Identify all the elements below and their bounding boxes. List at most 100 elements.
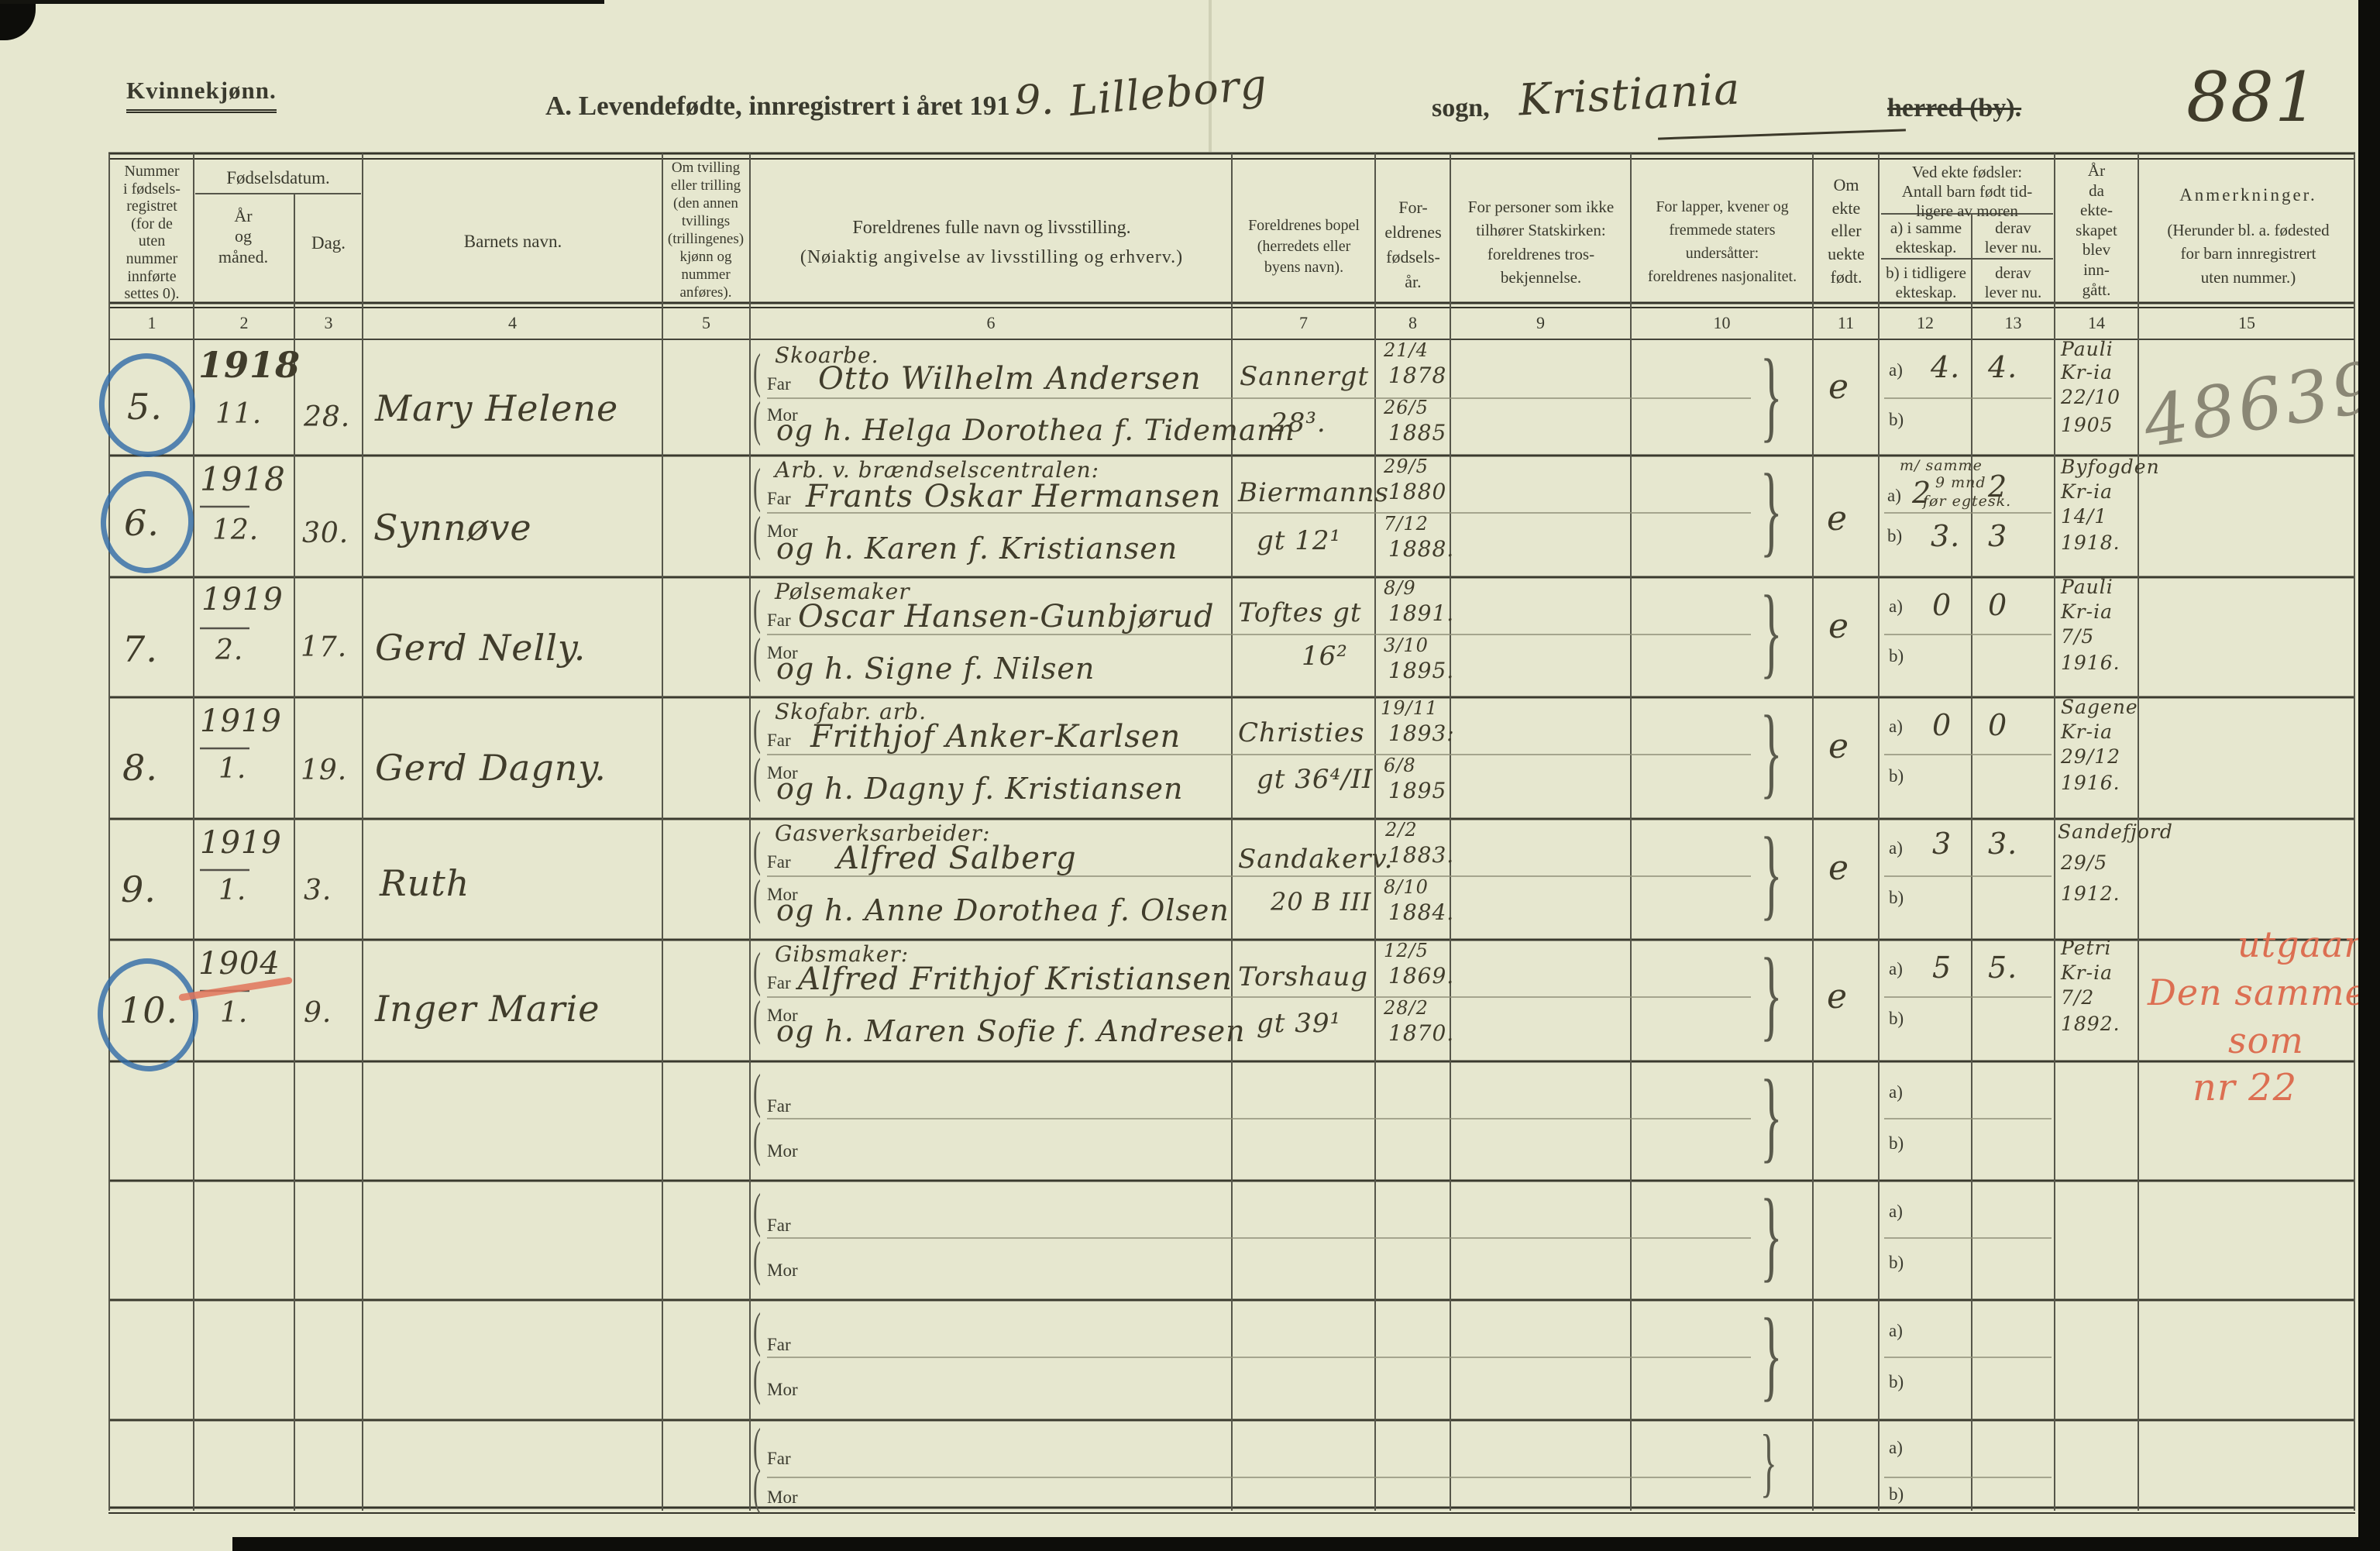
living-same-marriage: 4. (1988, 350, 2018, 384)
register-row: 7. 1919 2. 17. Gerd Nelly. ( ( Pølsemake… (0, 574, 2380, 697)
birth-month: 1. (218, 753, 247, 785)
sogn-label: sogn, (1432, 94, 1490, 122)
legitimacy-mark: e (1828, 727, 1850, 766)
marriage-info-line: 1905 (2061, 414, 2113, 436)
parents-group-brace-icon: } (1760, 452, 1783, 566)
parents-group-brace-icon: } (1760, 1058, 1783, 1172)
b-label: b) (1889, 1009, 1904, 1028)
header-remarks-line2: (Herunder bl. a. fødested for barn innre… (2167, 221, 2330, 287)
marriage-info-line: Petri (2061, 937, 2112, 959)
far-label: Far (767, 1335, 791, 1354)
entry-number: 8. (122, 747, 158, 789)
birth-month: 1. (218, 875, 247, 906)
a-label: a) (1889, 360, 1903, 380)
col-number-2: 2 (239, 313, 249, 332)
header-day: Dag. (311, 233, 346, 253)
col-number-8: 8 (1408, 313, 1417, 332)
mother-birthdate: 28/2 (1384, 997, 1429, 1019)
marriage-info-line: 7/5 (2061, 625, 2095, 648)
far-label: Far (767, 1216, 791, 1235)
title-year-handwritten: 9. (1015, 77, 1055, 124)
a-label: a) (1889, 717, 1903, 736)
register-row-empty: ( ( Far Mor } a) b) (0, 1419, 2380, 1515)
scan-edge-bottom (232, 1537, 2380, 1551)
mor-brace-icon: ( (753, 992, 761, 1046)
register-row-empty: ( ( Far Mor } a) b) (0, 1182, 2380, 1300)
b-label: b) (1889, 410, 1904, 429)
mother-birthdate: 26/5 (1384, 397, 1429, 418)
birth-year: 1918 (198, 344, 301, 386)
header-birthdate-group: Fødselsdatum. (226, 168, 330, 187)
marriage-info-line: Kr-ia (2061, 361, 2113, 383)
mor-brace-icon: ( (753, 1233, 761, 1287)
far-label: Far (767, 731, 791, 750)
parents-group-brace-icon: } (1760, 937, 1783, 1051)
a-label: a) (1889, 1082, 1903, 1102)
living-same-marriage: 0 (1988, 588, 2008, 622)
mother-birthdate: 7/12 (1384, 513, 1429, 535)
parent-occupation: Skofabr. arb. (775, 699, 927, 724)
birth-day: 17. (301, 631, 348, 663)
page-crease (1209, 0, 1212, 152)
father-name: Frants Oskar Hermansen (806, 479, 1222, 514)
mor-brace-icon: ( (753, 393, 761, 447)
prior-children-earlier-marriage: 3. (1931, 519, 1961, 553)
prior-children-same-marriage: 4. (1931, 350, 1961, 384)
residence-line1: Sannergt (1240, 361, 1370, 392)
mother-name: og h. Anne Dorothea f. Olsen (776, 893, 1230, 927)
birth-year: 1918 (200, 460, 286, 498)
parents-group-brace-icon: } (1760, 694, 1783, 808)
mother-name: og h. Dagny f. Kristiansen (776, 772, 1184, 806)
marriage-info-line: 1918. (2061, 531, 2120, 554)
far-brace-icon: ( (753, 823, 761, 877)
residence-line2: 28³. (1271, 408, 1326, 438)
register-row: 8. 1919 1. 19. Gerd Dagny. ( ( Skofabr. … (0, 694, 2380, 819)
header-marriage-year: År da ekte- skapet blev inn- gått. (2076, 161, 2117, 299)
b-label: b) (1889, 646, 1904, 665)
mother-birthdate: 6/8 (1384, 755, 1416, 776)
header-parents-line1: Foreldrenes fulle navn og livsstilling. (852, 218, 1131, 238)
far-brace-icon: ( (753, 944, 761, 998)
marriage-info-line: 29/5 (2061, 851, 2108, 874)
a-note-line: før egtesk. (1923, 493, 2012, 510)
red-remark-line: utgaar (2237, 923, 2362, 965)
header-prior-children-group: Ved ekte fødsler: Antall barn født tid- … (1901, 163, 2033, 221)
a-label: a) (1889, 1202, 1903, 1221)
marriage-info-line: 22/10 (2061, 386, 2121, 408)
far-label: Far (767, 1096, 791, 1116)
residence-line2: gt 39¹ (1257, 1008, 1342, 1039)
mor-label: Mor (767, 1380, 798, 1399)
marriage-info-line: 14/1 (2061, 505, 2108, 528)
living-earlier-marriage: 3 (1988, 519, 2008, 553)
scan-edge-top (0, 0, 604, 4)
far-label: Far (767, 374, 791, 394)
residence-line2: 16² (1302, 641, 1348, 672)
father-birthdate: 8/9 (1384, 577, 1416, 599)
parents-group-brace-icon: } (1760, 574, 1783, 688)
far-brace-icon: ( (753, 1419, 761, 1474)
register-row: 6. 1918 12. 30. Synnøve ( ( Arb. v. bræn… (0, 452, 2380, 577)
col-number-11: 11 (1837, 313, 1855, 332)
father-birthyear: 1880 (1388, 479, 1447, 504)
father-birthdate: 12/5 (1384, 940, 1429, 961)
b-label: b) (1889, 766, 1904, 786)
mother-birthyear: 1895 (1388, 778, 1447, 803)
mor-label: Mor (767, 1006, 798, 1025)
b-label: b) (1889, 1372, 1904, 1391)
mother-name: og h. Maren Sofie f. Andresen (776, 1014, 1246, 1048)
marriage-info-line: 7/2 (2061, 986, 2095, 1009)
b-label: b) (1889, 888, 1904, 907)
entry-number: 9. (121, 868, 156, 910)
living-same-marriage: 0 (1988, 708, 2008, 742)
far-label: Far (767, 1449, 791, 1468)
col-number-1: 1 (147, 313, 156, 332)
marriage-info-line: Kr-ia (2061, 480, 2113, 503)
header-twin: Om tvilling eller trilling (den annen tv… (667, 160, 745, 301)
far-label: Far (767, 610, 791, 630)
child-name: Ruth (380, 862, 470, 904)
living-same-marriage: 5. (1988, 951, 2018, 985)
a-note-line: 9 mnd (1935, 474, 1986, 491)
prior-children-same-marriage: 0 (1932, 588, 1952, 622)
entry-number: 7. (122, 628, 158, 670)
